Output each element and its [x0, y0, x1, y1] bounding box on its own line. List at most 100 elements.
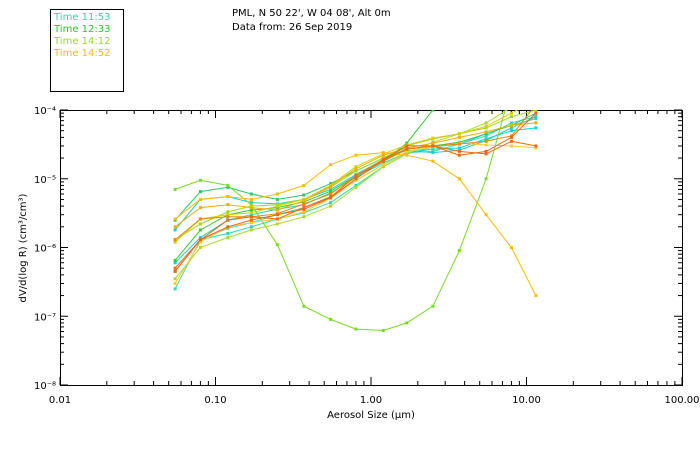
data-point [354, 169, 358, 173]
data-point [302, 193, 306, 197]
data-point [173, 228, 177, 232]
x-tick-label: 0.01 [49, 395, 71, 406]
data-point [249, 215, 253, 219]
data-point [405, 153, 409, 157]
data-point [226, 215, 230, 219]
data-point [431, 147, 435, 151]
data-point [173, 269, 177, 273]
data-point [198, 178, 202, 182]
data-point [329, 317, 333, 321]
data-point [173, 261, 177, 265]
data-point [198, 240, 202, 244]
data-point [173, 238, 177, 242]
data-point [302, 202, 306, 206]
data-point [510, 86, 513, 89]
data-point [534, 146, 538, 150]
data-point [198, 222, 202, 226]
y-tick-label: 10⁻⁷ [34, 312, 56, 323]
data-point [405, 144, 409, 148]
data-point [354, 177, 358, 181]
data-point [457, 142, 461, 146]
chart-subtitle: Data from: 26 Sep 2019 [232, 22, 352, 33]
data-point [329, 204, 333, 208]
data-point [198, 238, 202, 242]
data-point [509, 121, 513, 125]
data-point [354, 153, 358, 157]
data-point [275, 213, 279, 217]
data-point [275, 204, 279, 208]
data-point [275, 208, 279, 212]
data-point [354, 174, 358, 178]
data-point [226, 195, 230, 199]
data-point [302, 207, 306, 211]
data-point [534, 110, 538, 112]
data-point [509, 115, 513, 119]
data-point [329, 184, 333, 188]
data-point [302, 210, 306, 214]
data-point [484, 213, 488, 217]
y-axis-label: dV/d(log R) (cm³/cm³) [18, 193, 29, 302]
data-point [534, 294, 538, 298]
data-point [249, 225, 253, 229]
data-point [510, 54, 513, 57]
data-point [534, 117, 538, 121]
data-point [534, 144, 538, 148]
data-point [198, 246, 202, 249]
y-tick-label: 10⁻⁵ [34, 175, 56, 186]
data-point [534, 111, 538, 115]
data-point [249, 208, 253, 212]
data-point [275, 217, 279, 221]
data-point [534, 103, 537, 106]
data-point [249, 206, 253, 210]
data-point [226, 185, 230, 189]
data-point [484, 139, 488, 143]
data-point [249, 213, 253, 217]
plot-area [60, 110, 683, 386]
data-point [329, 192, 333, 196]
data-point [381, 329, 385, 333]
data-point [431, 110, 435, 112]
data-point [509, 129, 513, 133]
data-point [226, 213, 230, 217]
data-point [485, 72, 488, 75]
data-point [198, 235, 202, 239]
x-tick-label: 1.00 [360, 395, 382, 406]
data-point [534, 121, 538, 125]
y-tick-label: 10⁻⁶ [34, 244, 56, 255]
data-point [534, 50, 537, 53]
data-point [405, 149, 409, 153]
data-point [457, 146, 461, 150]
data-point [534, 98, 537, 101]
data-point [381, 163, 385, 167]
data-point [173, 277, 177, 281]
data-point [431, 151, 435, 155]
data-point [329, 201, 333, 205]
data-point [226, 226, 230, 230]
data-point [484, 177, 488, 181]
data-point [302, 199, 306, 203]
data-point [534, 115, 538, 119]
data-point [431, 141, 435, 145]
data-point [275, 243, 279, 247]
data-point [249, 228, 253, 232]
data-point [405, 147, 409, 151]
data-point [173, 225, 177, 229]
data-point [198, 206, 202, 210]
data-point [509, 123, 513, 127]
legend-entry: Time 14:52 [53, 48, 110, 59]
data-point [509, 144, 513, 148]
data-point [457, 135, 461, 139]
data-point [484, 134, 488, 138]
data-series [173, 50, 538, 333]
data-point [354, 178, 358, 182]
legend-entry: Time 11:53 [53, 12, 110, 23]
data-point [405, 141, 409, 145]
data-point [173, 287, 177, 291]
data-point [381, 161, 385, 165]
data-point [173, 258, 177, 262]
data-point [173, 266, 177, 270]
data-point [381, 151, 385, 155]
x-tick-label: 10.00 [512, 395, 541, 406]
